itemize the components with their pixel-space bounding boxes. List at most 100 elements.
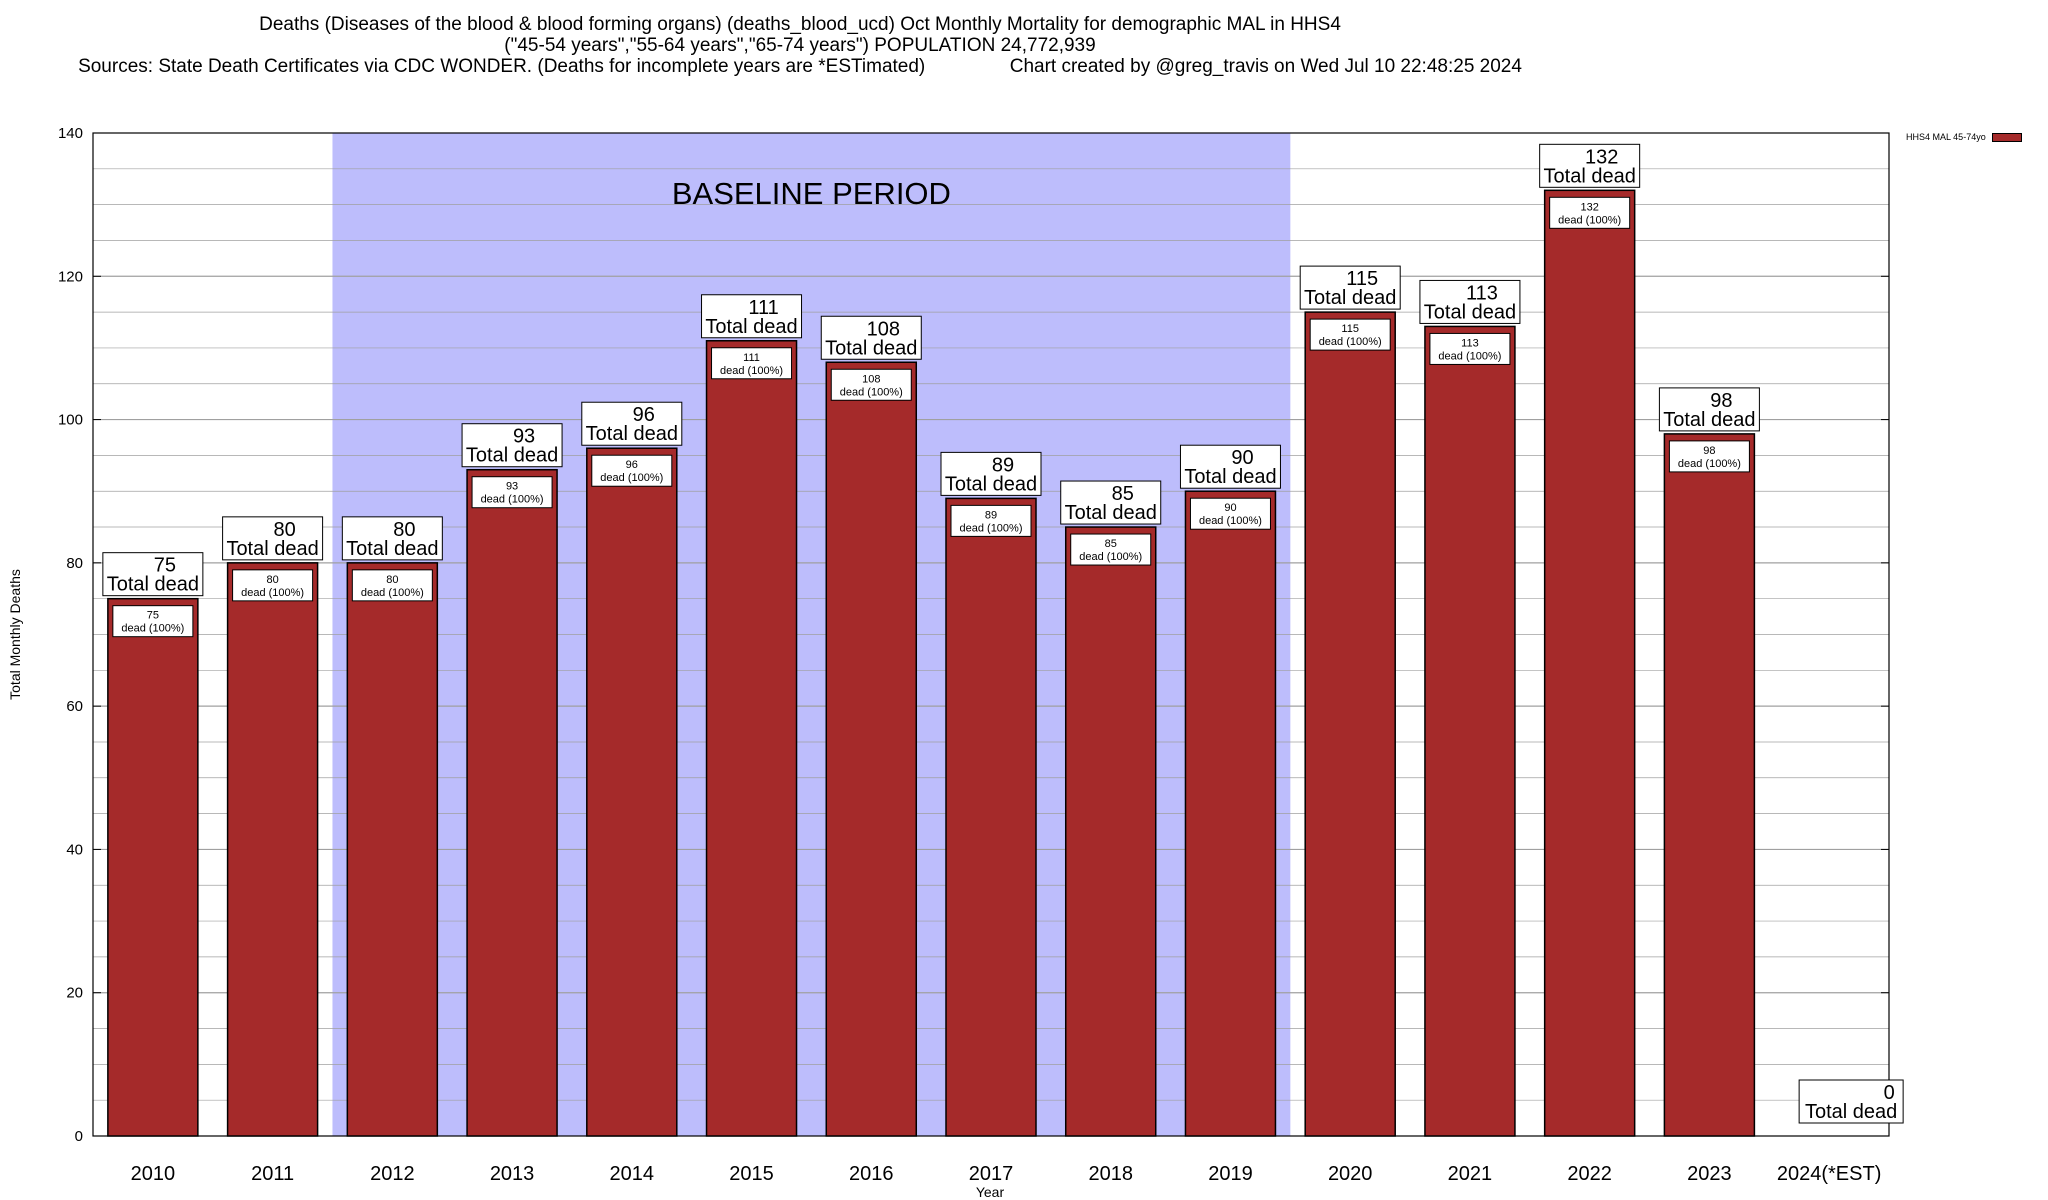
bar <box>346 562 439 1137</box>
bar-inner-label-box <box>471 476 553 509</box>
x-tick-label: 2012 <box>370 1163 415 1185</box>
chart-title-block: Deaths (Diseases of the blood & blood fo… <box>0 14 1600 77</box>
bar-top-total: Total dead <box>945 473 1037 495</box>
bar-top-total: Total dead <box>1544 165 1636 187</box>
created-by-text: Chart created by @greg_travis on Wed Jul… <box>1009 56 1522 77</box>
bar-inner-value: 132 <box>1580 201 1598 213</box>
bar-inner-percent: dead (100%) <box>1678 458 1741 470</box>
x-tick-label: 2011 <box>251 1163 294 1185</box>
bar-inner-value: 115 <box>1341 323 1359 335</box>
bar-top-value: 111 <box>748 297 778 319</box>
x-tick-label: 2020 <box>1328 1163 1373 1185</box>
y-tick-label: 20 <box>66 985 83 1002</box>
bar-inner-percent: dead (100%) <box>600 472 663 484</box>
bar-inner-percent: dead (100%) <box>241 587 304 599</box>
bar-top-value: 108 <box>867 318 900 340</box>
bar <box>226 562 319 1137</box>
bar-top-value: 90 <box>1231 447 1253 469</box>
bar-inner-label-box <box>1549 196 1631 229</box>
chart-title: Deaths (Diseases of the blood & blood fo… <box>259 14 1341 35</box>
legend: HHS4 MAL 45-74yo <box>1906 132 2022 142</box>
x-tick-label: 2019 <box>1208 1163 1253 1185</box>
y-tick-label: 40 <box>66 841 83 858</box>
bar-top-value: 93 <box>513 426 535 448</box>
bar <box>1424 325 1516 1137</box>
bar-inner-percent: dead (100%) <box>1438 350 1501 362</box>
x-tick-label: 2014 <box>610 1163 655 1185</box>
bar-top-total: Total dead <box>226 538 318 560</box>
y-tick-label: 100 <box>58 412 83 429</box>
bar-inner-percent: dead (100%) <box>840 386 903 398</box>
bar-inner-label-box <box>1189 497 1271 530</box>
x-tick-label: 2022 <box>1567 1163 1612 1185</box>
bar-top-label-box <box>940 451 1042 496</box>
bar-inner-label-box <box>950 504 1032 537</box>
y-tick-label: 120 <box>58 268 83 285</box>
y-tick-label: 140 <box>58 125 83 142</box>
bar-inner-value: 89 <box>985 509 997 521</box>
x-tick-label: 2016 <box>849 1163 894 1185</box>
bar <box>705 340 798 1137</box>
bar-inner-value: 80 <box>266 574 278 586</box>
bar <box>1064 526 1157 1137</box>
bar-inner-value: 85 <box>1105 538 1117 550</box>
bar-inner-percent: dead (100%) <box>481 494 544 506</box>
bar-top-value: 98 <box>1710 390 1732 412</box>
bar-inner-label-box <box>830 368 912 401</box>
bar-top-value: 115 <box>1346 268 1378 290</box>
bar <box>586 447 678 1137</box>
bar-top-value: 113 <box>1466 282 1498 304</box>
bar-top-total: Total dead <box>1424 301 1516 323</box>
bar-top-total: Total dead <box>1304 287 1396 309</box>
y-axis-label: Total Monthly Deaths <box>7 569 23 700</box>
y-tick-label: 0 <box>75 1128 83 1145</box>
y-tick-label: 80 <box>66 555 83 572</box>
chart-sources-line: Sources: State Death Certificates via CD… <box>0 56 1600 77</box>
bar-top-value: 80 <box>273 519 295 541</box>
bar-top-total: Total dead <box>1184 466 1276 488</box>
bar-top-label-box <box>1798 1079 1904 1124</box>
bar-inner-label-box <box>591 454 673 487</box>
bar-top-value: 85 <box>1112 483 1134 505</box>
sources-text: Sources: State Death Certificates via CD… <box>78 56 926 77</box>
bar-inner-percent: dead (100%) <box>1558 214 1621 226</box>
x-tick-label: 2021 <box>1448 1163 1493 1185</box>
bar-inner-value: 80 <box>386 574 398 586</box>
bar-inner-value: 108 <box>862 373 880 385</box>
bar-inner-value: 98 <box>1703 445 1715 457</box>
bar <box>1184 490 1277 1137</box>
bar-top-label-box <box>701 294 803 339</box>
bar-inner-value: 75 <box>147 610 159 622</box>
y-tick-label: 60 <box>66 698 83 715</box>
bar-top-label-box <box>222 516 324 561</box>
bar-inner-value: 96 <box>626 459 638 471</box>
bar-top-label-box <box>820 315 922 360</box>
legend-swatch <box>1991 132 2022 142</box>
bar-inner-percent: dead (100%) <box>720 365 783 377</box>
bar <box>107 597 199 1137</box>
bar-top-label-box <box>1539 143 1641 188</box>
bar <box>1304 311 1396 1137</box>
bar-top-label-box <box>1419 279 1521 324</box>
bar-inner-value: 90 <box>1224 502 1236 514</box>
bar-top-value: 75 <box>154 555 176 577</box>
bar-top-label-box <box>1299 265 1401 310</box>
bar-top-value: 132 <box>1585 146 1618 168</box>
bar-top-label-box <box>1179 444 1281 489</box>
x-tick-label: 2015 <box>729 1163 774 1185</box>
legend-label: HHS4 MAL 45-74yo <box>1906 132 1986 142</box>
bar-top-label-box <box>1658 387 1760 432</box>
bar-top-label-box <box>1060 480 1162 525</box>
bar-inner-label-box <box>711 347 793 380</box>
x-tick-label: 2018 <box>1088 1163 1133 1185</box>
baseline-period-label: BASELINE PERIOD <box>672 176 951 211</box>
bar-inner-label-box <box>351 569 433 602</box>
bar-inner-value: 93 <box>506 481 518 493</box>
bar-inner-percent: dead (100%) <box>1319 336 1382 348</box>
bar-top-total: Total dead <box>1663 409 1755 431</box>
bar-inner-label-box <box>1309 318 1391 351</box>
bar-inner-percent: dead (100%) <box>121 623 184 635</box>
bar-inner-label-box <box>1429 332 1511 365</box>
bar-inner-percent: dead (100%) <box>1199 515 1262 527</box>
